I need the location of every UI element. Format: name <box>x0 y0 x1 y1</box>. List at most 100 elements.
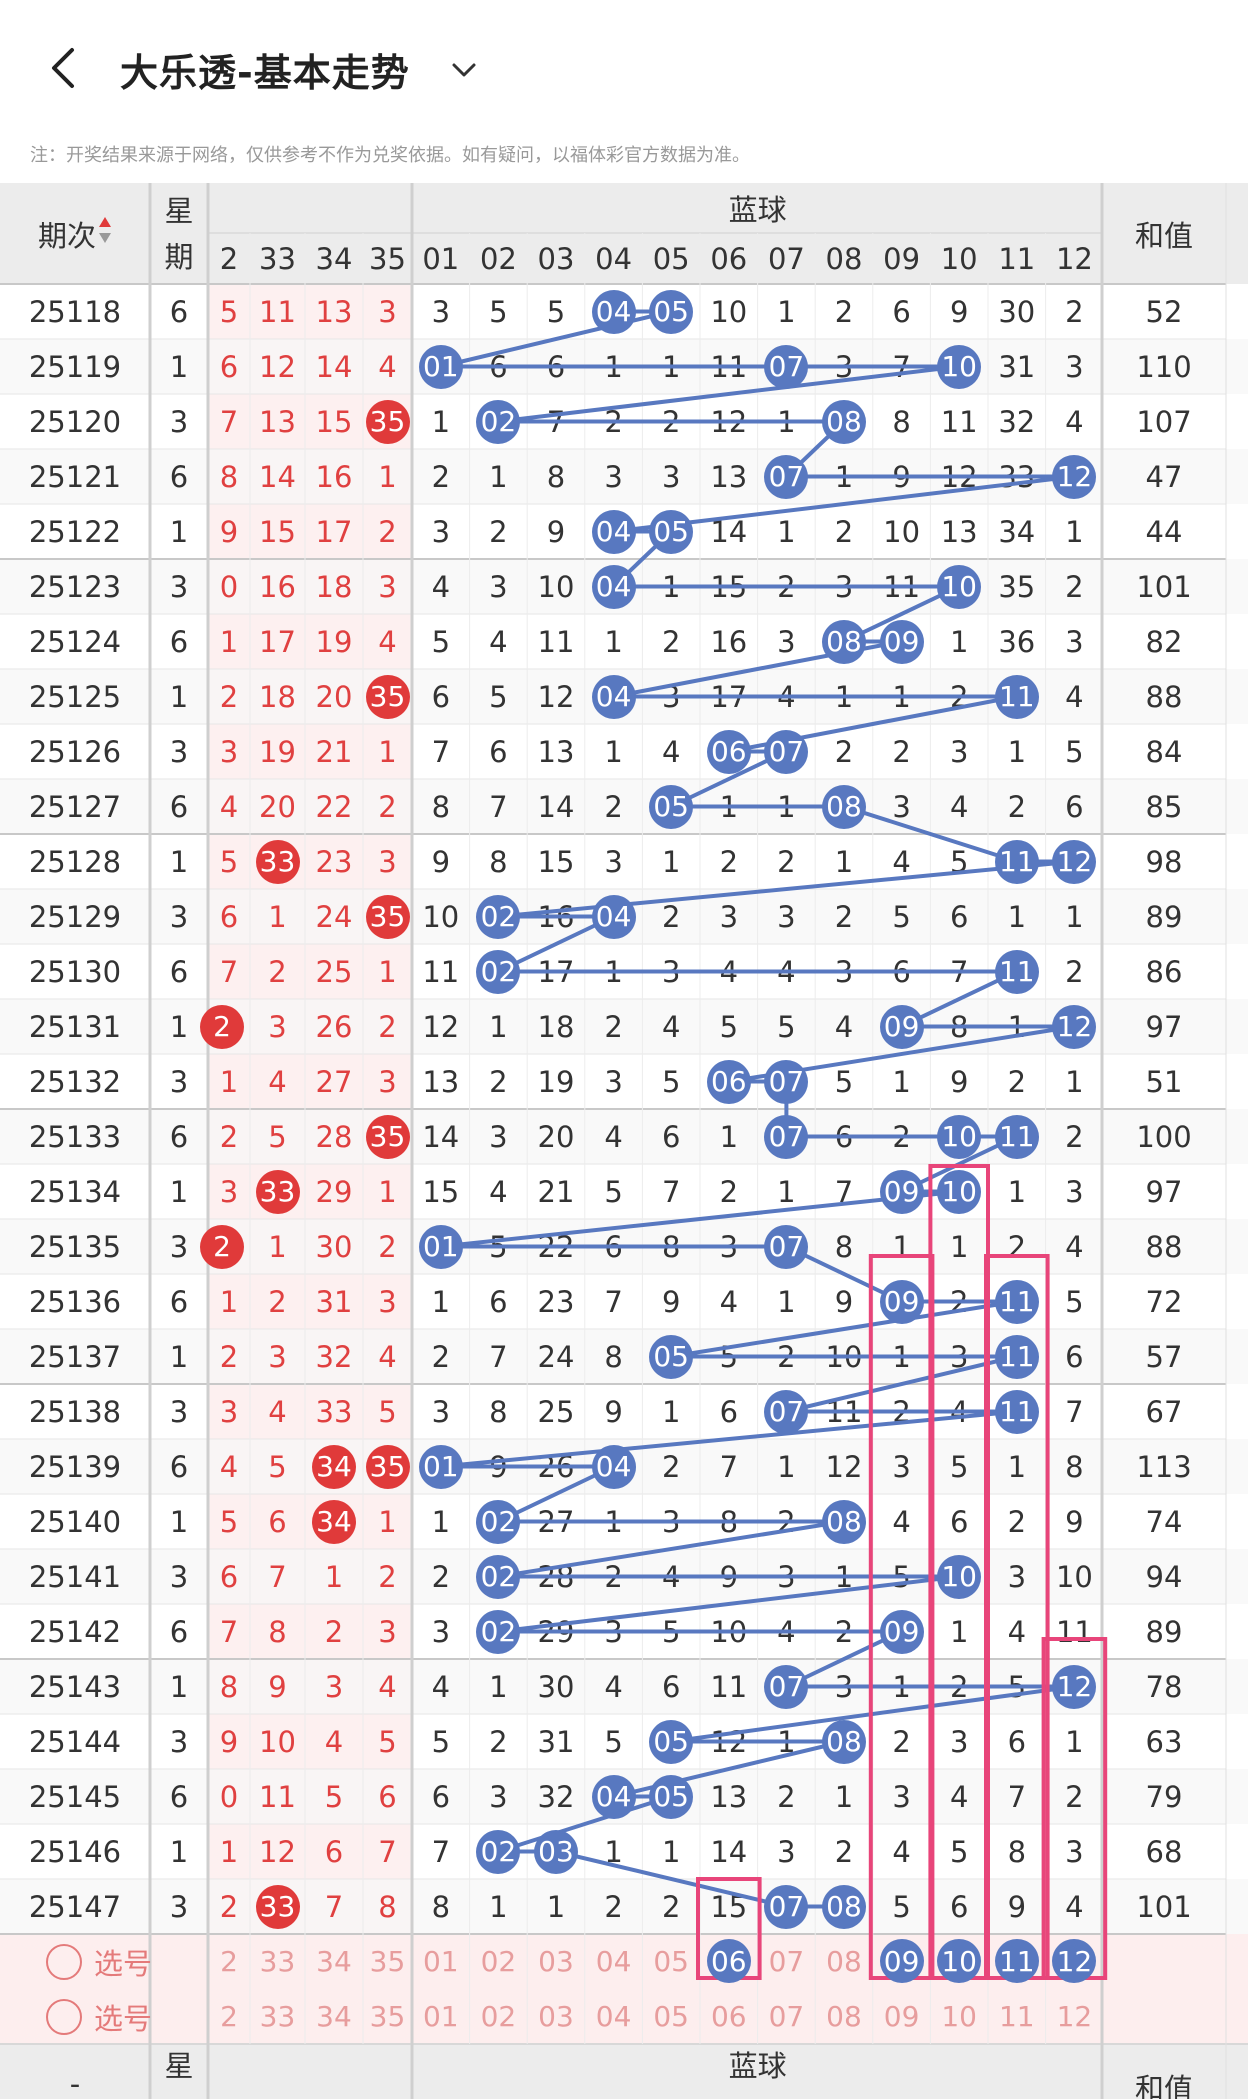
pick-blue-selected[interactable]: 10 <box>937 1939 982 1983</box>
pick-blue-number[interactable]: 07 <box>768 2000 805 2033</box>
select-circle-icon[interactable] <box>46 1943 82 1980</box>
pick-blue-number[interactable]: 12 <box>1056 2000 1093 2033</box>
blue-miss-value: 6 <box>604 1229 623 1264</box>
blue-miss-value: 4 <box>431 569 451 604</box>
pick-blue-number[interactable]: 05 <box>653 2000 689 2033</box>
pick-blue-number[interactable]: 03 <box>538 2000 574 2033</box>
blue-miss-value: 2 <box>1065 294 1084 329</box>
blue-miss-value: 32 <box>998 404 1036 439</box>
blue-ball: 12 <box>1052 839 1097 884</box>
blue-miss-value: 6 <box>431 1779 451 1814</box>
issue-number: 25146 <box>28 1834 122 1869</box>
front-miss-value: 17 <box>315 514 353 549</box>
blue-miss-value: 6 <box>489 734 508 769</box>
pick-blue-number[interactable]: 07 <box>768 1945 805 1978</box>
pick-blue-number[interactable]: 01 <box>422 2000 459 2033</box>
blue-miss-value: 2 <box>1007 1064 1027 1099</box>
pick-row-select[interactable]: 选号 <box>46 1989 152 2044</box>
blue-miss-value: 4 <box>949 1394 969 1429</box>
pick-front-number[interactable]: 34 <box>316 2000 352 2033</box>
sum-value: 82 <box>1145 624 1183 659</box>
blue-miss-value: 8 <box>661 1229 681 1264</box>
pick-front-number[interactable]: 35 <box>369 1945 406 1978</box>
pick-front-number[interactable]: 33 <box>259 1945 296 1978</box>
blue-miss-value: 1 <box>892 1669 911 1704</box>
pick-blue-number[interactable]: 02 <box>480 1945 517 1978</box>
blue-miss-value: 30 <box>998 294 1036 329</box>
front-miss-value: 33 <box>315 1394 353 1429</box>
pick-blue-number[interactable]: 10 <box>941 2000 977 2033</box>
front-miss-value: 7 <box>324 1889 344 1924</box>
pick-blue-selected[interactable]: 09 <box>879 1939 924 1983</box>
blue-ball: 07 <box>764 729 809 774</box>
blue-miss-value: 4 <box>489 1174 508 1209</box>
column-header-issue[interactable]: 期次 <box>0 183 150 284</box>
pick-blue-number[interactable]: 09 <box>883 2000 920 2033</box>
sum-value: 89 <box>1145 899 1183 934</box>
front-miss-value: 2 <box>378 514 397 549</box>
blue-miss-value: 28 <box>537 1559 575 1594</box>
pick-blue-number[interactable]: 04 <box>595 2000 632 2033</box>
blue-ball: 01 <box>418 344 463 389</box>
front-miss-value: 2 <box>268 954 287 989</box>
title-dropdown[interactable] <box>444 50 484 90</box>
pick-blue-number[interactable]: 02 <box>480 2000 517 2033</box>
pick-front-number[interactable]: 35 <box>369 2000 406 2033</box>
pick-blue-number[interactable]: 04 <box>595 1945 632 1978</box>
pick-front-number[interactable]: 33 <box>259 2000 296 2033</box>
pick-blue-number[interactable]: 08 <box>826 1945 862 1978</box>
blue-miss-value: 1 <box>949 1229 969 1264</box>
blue-ball: 02 <box>476 1499 521 1544</box>
blue-miss-value: 5 <box>1065 1284 1084 1319</box>
blue-ball: 07 <box>764 1664 809 1709</box>
weekday-value: 6 <box>169 459 189 494</box>
blue-miss-value: 3 <box>1065 624 1084 659</box>
column-header-blue: 10 <box>940 241 978 276</box>
blue-miss-value: 1 <box>777 1449 796 1484</box>
blue-miss-value: 3 <box>1065 1834 1084 1869</box>
front-miss-value: 19 <box>259 734 296 769</box>
pick-blue-number[interactable]: 05 <box>653 1945 689 1978</box>
pick-blue-number[interactable]: 08 <box>826 2000 862 2033</box>
blue-miss-value: 17 <box>710 679 748 714</box>
select-circle-icon[interactable] <box>46 1998 82 2035</box>
blue-miss-value: 4 <box>661 1559 681 1594</box>
front-ball: 35 <box>365 1444 410 1489</box>
blue-miss-value: 2 <box>777 569 796 604</box>
weekday-value: 1 <box>169 1009 189 1044</box>
issue-number: 25134 <box>28 1174 122 1209</box>
blue-miss-value: 27 <box>537 1504 575 1539</box>
back-button[interactable] <box>38 38 88 98</box>
pick-blue-number[interactable]: 03 <box>538 1945 574 1978</box>
blue-ball: 07 <box>764 1884 809 1929</box>
issue-number: 25119 <box>28 349 122 384</box>
pick-blue-selected[interactable]: 12 <box>1052 1939 1097 1983</box>
blue-miss-value: 1 <box>661 349 681 384</box>
pick-blue-number[interactable]: 06 <box>710 2000 747 2033</box>
pick-front-number[interactable]: 2 <box>220 1945 238 1978</box>
pick-blue-selected[interactable]: 06 <box>706 1939 751 1983</box>
blue-miss-value: 9 <box>892 459 911 494</box>
blue-miss-value: 8 <box>719 1504 739 1539</box>
blue-miss-value: 3 <box>489 1119 508 1154</box>
front-miss-value: 1 <box>324 1559 344 1594</box>
blue-ball: 07 <box>764 454 809 499</box>
pick-row-select[interactable]: 选号 <box>46 1934 152 1989</box>
front-miss-value: 7 <box>268 1559 287 1594</box>
blue-miss-value: 16 <box>537 899 575 934</box>
blue-miss-value: 1 <box>892 1229 911 1264</box>
weekday-value: 3 <box>169 569 189 604</box>
pick-blue-selected[interactable]: 11 <box>994 1939 1039 1983</box>
column-header-front: 2 <box>219 241 239 276</box>
pick-front-number[interactable]: 2 <box>220 2000 238 2033</box>
sum-value: 100 <box>1136 1119 1192 1154</box>
front-miss-value: 4 <box>219 789 239 824</box>
blue-miss-value: 3 <box>661 459 681 494</box>
pick-blue-number[interactable]: 01 <box>422 1945 459 1978</box>
blue-miss-value: 10 <box>537 569 575 604</box>
pick-blue-number[interactable]: 11 <box>998 2000 1035 2033</box>
blue-ball: 05 <box>649 1719 694 1764</box>
pick-front-number[interactable]: 34 <box>316 1945 352 1978</box>
blue-miss-value: 9 <box>546 514 566 549</box>
weekday-header-char: 星 <box>164 193 194 228</box>
